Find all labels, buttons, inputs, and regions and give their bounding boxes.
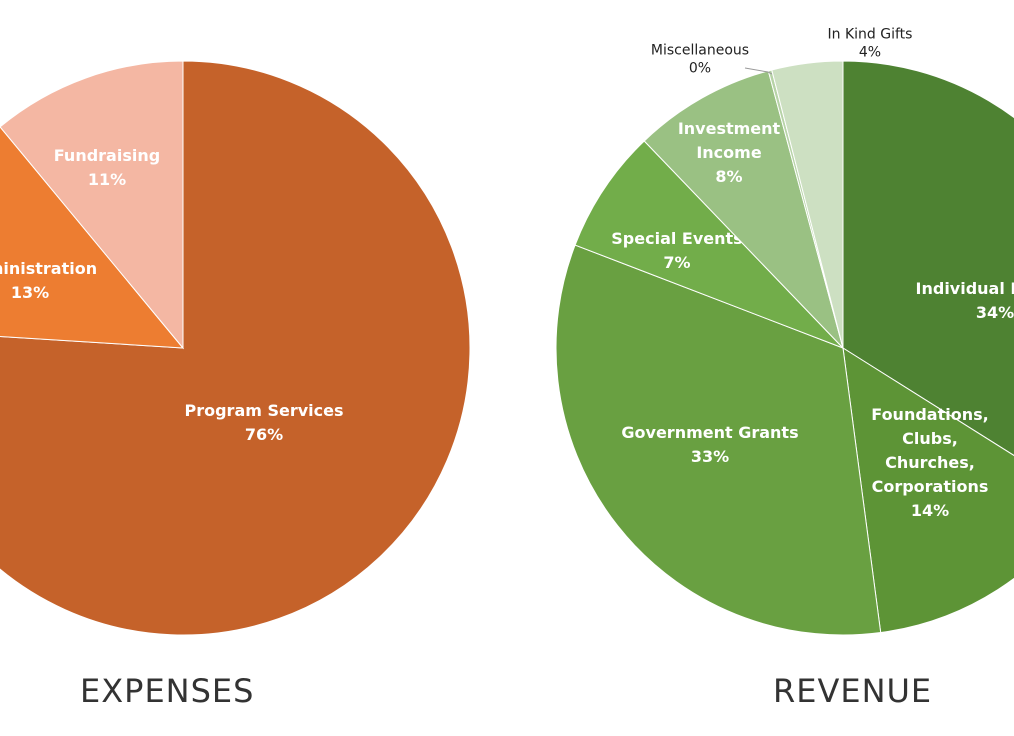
slice-label-special-events: Special Events 7% [611,229,742,272]
slice-value-individual-donors: 34% [976,303,1014,322]
slice-label-fundraising: Fundraising 11% [54,146,160,189]
slice-value-foundations-clubs-churches-corporations: 14% [911,501,949,520]
leader-line-miscellaneous [744,67,773,75]
slice-label-investment-income: Investment Income 8% [678,119,781,186]
slice-value-government-grants: 33% [691,447,729,466]
slice-label-government-grants: Government Grants 33% [621,423,798,466]
slice-value-administration: 13% [11,283,49,302]
slice-value-special-events: 7% [663,253,690,272]
expenses-title: EXPENSES [80,672,255,710]
pie-slice-investment-income [643,70,844,349]
revenue-title: REVENUE [773,672,933,710]
pie-slice-individual-donors [842,60,1014,457]
slice-label-miscellaneous: Miscellaneous 0% [651,43,749,77]
revenue-pie-chart: Individual Donors34% Foundations,Clubs,Ch… [555,27,1014,636]
slice-label-foundations-clubs-churches-corporations: Foundations, Clubs, Churches, Corporations 1… [871,405,988,520]
slice-value-fundraising: 11% [88,170,126,189]
slice-value-miscellaneous: 0% [689,61,711,77]
slice-value-investment-income: 8% [715,167,742,186]
pie-slice-foundations-clubs-churches-corporations [842,347,1014,634]
slice-label-individual-donors: Individual Donors34% [916,279,1014,322]
slice-value-program-services: 76% [245,425,283,444]
slice-label-administration: Administration13% [0,259,97,302]
slice-value-in-kind-gifts: 4% [859,45,881,61]
pie-slice-in-kind-gifts [771,60,844,349]
pie-slice-government-grants [555,244,882,636]
slice-label-program-services: Program Services 76% [184,401,343,444]
slice-label-in-kind-gifts: In Kind Gifts 4% [828,27,913,61]
pie-slice-special-events [574,140,844,349]
pie-slice-program-services [0,60,471,636]
pie-slice-fundraising [0,60,184,350]
